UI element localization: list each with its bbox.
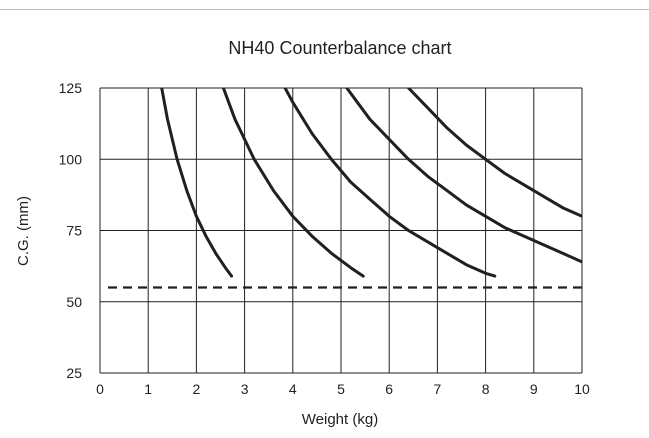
y-tick-label: 75: [66, 223, 82, 239]
x-tick-label: 8: [482, 381, 490, 397]
x-tick-label: 4: [289, 381, 297, 397]
y-tick-label: 50: [66, 294, 82, 310]
x-tick-label: 7: [434, 381, 442, 397]
grid: [99, 87, 583, 374]
y-tick-label: 100: [59, 151, 83, 167]
x-tick-label: 2: [193, 381, 201, 397]
x-tick-label: 9: [530, 381, 538, 397]
x-tick-label: 1: [144, 381, 152, 397]
y-axis-label: C.G. (mm): [15, 196, 32, 266]
y-ticks: 25 50 75 100 125: [59, 80, 83, 381]
x-tick-label: 10: [574, 381, 590, 397]
x-ticks: 0 1 2 3 4 5 6 7 8 9 10: [96, 381, 590, 397]
curve-5: [407, 88, 582, 218]
curve-3: [283, 88, 497, 278]
y-tick-label: 125: [59, 80, 83, 96]
x-tick-label: 5: [337, 381, 345, 397]
x-tick-label: 6: [385, 381, 393, 397]
x-tick-label: 3: [241, 381, 249, 397]
curves: [160, 88, 582, 278]
curve-1: [160, 88, 234, 278]
y-tick-label: 25: [66, 365, 82, 381]
curve-2: [221, 88, 365, 278]
top-divider: [0, 9, 649, 10]
x-axis-label: Weight (kg): [302, 411, 378, 428]
x-tick-label: 0: [96, 381, 104, 397]
chart-title: NH40 Counterbalance chart: [228, 38, 451, 58]
curve-4: [345, 88, 582, 264]
